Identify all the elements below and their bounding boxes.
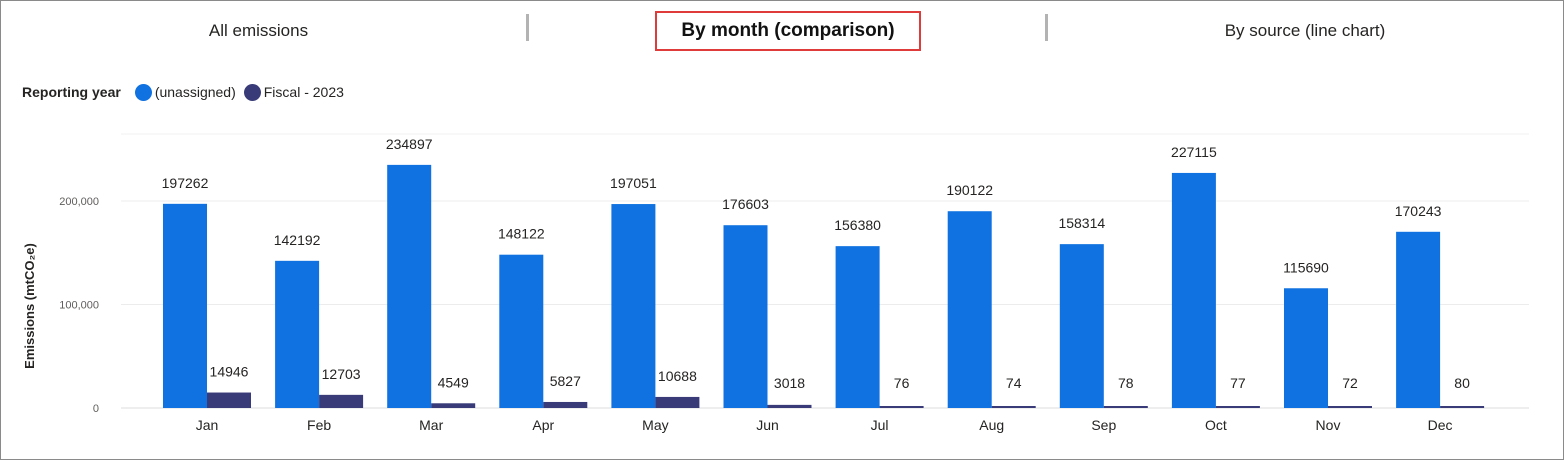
x-tick-label: Feb: [307, 417, 331, 433]
data-label: 77: [1230, 375, 1246, 391]
data-label: 76: [894, 375, 910, 391]
data-label: 10688: [658, 368, 697, 384]
y-tick-label: 200,000: [59, 196, 99, 208]
bar-unassigned: [1171, 172, 1216, 408]
data-label: 197051: [610, 175, 657, 191]
bar-fiscal-2023: [431, 403, 476, 408]
bar-fiscal-2023: [1103, 406, 1148, 408]
x-tick-label: Sep: [1091, 417, 1116, 433]
y-axis-label: Emissions (mtCO₂e): [22, 243, 37, 369]
x-tick-label: Jan: [196, 417, 219, 433]
x-tick-label: Mar: [419, 417, 443, 433]
x-tick-label: May: [642, 417, 668, 433]
data-label: 72: [1342, 375, 1358, 391]
x-tick-label: Aug: [979, 417, 1004, 433]
legend-item-fiscal-2023[interactable]: Fiscal - 2023: [243, 83, 344, 101]
emissions-bar-chart: 0 100,000 200,000 Emissions (mtCO₂e) 197262 1…: [22, 133, 1529, 433]
bar-unassigned: [387, 164, 432, 408]
data-label: 156380: [834, 217, 881, 233]
bar-fiscal-2023: [207, 392, 251, 408]
bar-fiscal-2023: [991, 406, 1036, 408]
data-label: 74: [1006, 375, 1022, 391]
x-tick-label: Nov: [1316, 417, 1341, 433]
data-label: 176603: [722, 196, 769, 212]
x-tick-label: Oct: [1205, 417, 1227, 433]
bar-unassigned: [723, 225, 768, 408]
data-label: 158314: [1058, 215, 1105, 231]
legend-title: Reporting year: [22, 84, 121, 100]
bar-unassigned: [1059, 244, 1104, 408]
bar-fiscal-2023: [319, 394, 364, 408]
legend-item-unassigned[interactable]: (unassigned): [134, 83, 236, 101]
legend-swatch-fiscal-2023: [243, 83, 261, 101]
bar-unassigned: [1284, 288, 1328, 408]
data-label: 80: [1454, 375, 1470, 391]
tab-by-month-comparison[interactable]: By month (comparison): [655, 11, 921, 51]
bar-unassigned: [611, 204, 656, 408]
data-label: 148122: [498, 226, 545, 242]
chart-legend: Reporting year (unassigned) Fiscal - 202…: [22, 81, 352, 103]
y-tick-label: 100,000: [59, 300, 99, 312]
tab-separator: [526, 14, 529, 41]
data-label: 4549: [438, 374, 469, 390]
data-label: 12703: [322, 366, 361, 382]
data-label: 170243: [1395, 203, 1442, 219]
data-label: 142192: [274, 232, 321, 248]
bar-unassigned: [275, 260, 320, 408]
bar-unassigned: [499, 254, 544, 408]
view-tabs: All emissions By month (comparison) By s…: [1, 1, 1563, 61]
x-tick-label: Jun: [756, 417, 779, 433]
data-label: 3018: [774, 375, 805, 391]
bar-fiscal-2023: [1328, 406, 1372, 408]
data-label: 197262: [162, 175, 209, 191]
bar-unassigned: [163, 203, 207, 408]
x-tick-label: Apr: [532, 417, 554, 433]
data-label: 190122: [946, 182, 993, 198]
bar-fiscal-2023: [1215, 406, 1260, 408]
data-label: 78: [1118, 375, 1134, 391]
tab-separator: [1045, 14, 1048, 41]
tab-all-emissions[interactable]: All emissions: [208, 21, 309, 40]
legend-label-unassigned: (unassigned): [154, 84, 236, 100]
bar-fiscal-2023: [543, 401, 588, 408]
bar-fiscal-2023: [879, 406, 924, 408]
bar-fiscal-2023: [767, 404, 812, 408]
legend-label-fiscal-2023: Fiscal - 2023: [263, 84, 344, 100]
data-label: 227115: [1171, 144, 1217, 160]
data-label: 5827: [550, 373, 581, 389]
data-label: 14946: [210, 364, 249, 380]
data-label: 234897: [386, 136, 433, 152]
bar-unassigned: [1396, 231, 1441, 408]
bar-unassigned: [835, 246, 880, 408]
bar-fiscal-2023: [1440, 406, 1485, 408]
x-tick-label: Jul: [871, 417, 889, 433]
tab-by-source-line-chart[interactable]: By source (line chart): [1224, 21, 1386, 40]
bar-unassigned: [947, 211, 992, 408]
bar-fiscal-2023: [655, 396, 700, 408]
y-tick-label: 0: [93, 403, 99, 415]
x-tick-label: Dec: [1428, 417, 1453, 433]
legend-swatch-unassigned: [134, 83, 152, 101]
data-label: 115690: [1283, 259, 1329, 275]
